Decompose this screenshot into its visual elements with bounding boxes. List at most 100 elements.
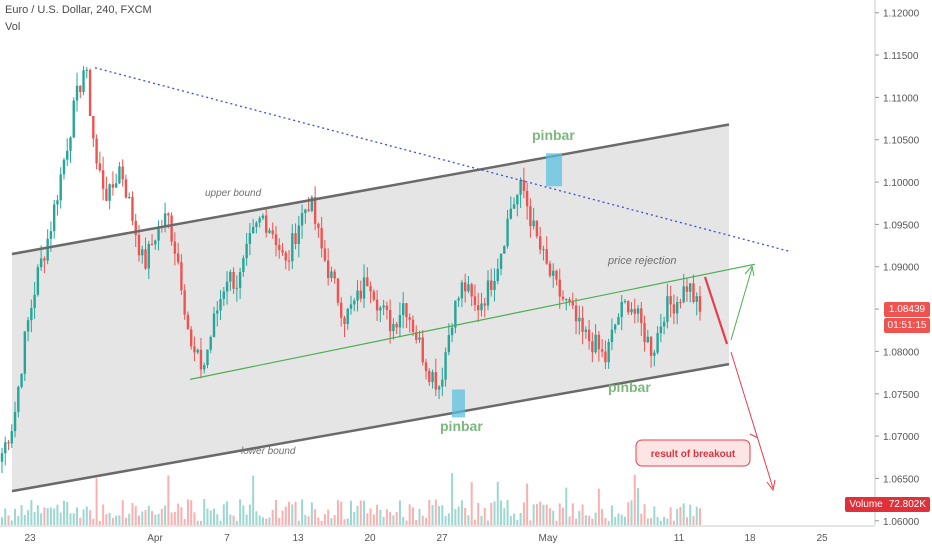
- volume-bar: [79, 517, 82, 525]
- volume-bar: [206, 508, 209, 525]
- volume-bar: [154, 514, 157, 525]
- volume-bar: [428, 499, 431, 525]
- candle-body: [666, 296, 669, 322]
- volume-bar: [457, 506, 460, 525]
- candle-body: [141, 249, 144, 256]
- volume-bar: [460, 500, 463, 525]
- time-tick-label: 25: [816, 533, 828, 544]
- volume-bar: [581, 504, 584, 525]
- volume-bar: [213, 508, 216, 525]
- candle-body: [180, 262, 183, 291]
- candle-body: [401, 303, 405, 316]
- candle-body: [59, 174, 62, 201]
- candle-body: [330, 271, 333, 278]
- candle-body: [229, 271, 232, 282]
- volume-bar: [571, 503, 574, 525]
- candle-body: [398, 315, 402, 328]
- candle-body: [382, 305, 385, 308]
- volume-bar: [111, 517, 114, 525]
- volume-bar: [40, 513, 43, 525]
- candle-body: [682, 286, 685, 303]
- candle-body: [209, 337, 212, 350]
- volume-bar: [350, 500, 352, 525]
- candle-body: [395, 324, 398, 328]
- price-tick-label: 1.11000: [883, 93, 919, 104]
- volume-bar: [659, 520, 662, 525]
- volume-bar: [434, 499, 437, 525]
- candle-body: [82, 70, 85, 92]
- volume-bar: [199, 520, 202, 525]
- volume-bar: [317, 517, 320, 525]
- projection-arrows: [703, 264, 776, 492]
- candle-body: [366, 277, 369, 287]
- candle-body: [512, 204, 516, 209]
- current-price-badge: 1.08439: [884, 302, 930, 317]
- candle-body: [568, 299, 571, 302]
- volume-bar: [232, 515, 235, 525]
- candle-body: [375, 299, 379, 311]
- candle-body: [486, 280, 490, 306]
- time-tick-label: 20: [364, 533, 376, 544]
- candle-body: [519, 180, 522, 195]
- volume-bar: [323, 514, 326, 525]
- candle-body: [291, 233, 294, 262]
- candle-body: [496, 268, 499, 282]
- candle-body: [105, 188, 108, 201]
- volume-bar: [115, 515, 118, 525]
- volume-bar: [584, 515, 587, 525]
- volume-bar: [578, 510, 581, 525]
- candle-body: [264, 215, 268, 233]
- volume-bar: [369, 508, 372, 525]
- volume-bar: [36, 505, 39, 525]
- candle-body: [75, 85, 79, 101]
- candle-body: [542, 249, 545, 251]
- candle-body: [529, 206, 532, 227]
- price-tick-label: 1.09500: [883, 220, 920, 231]
- candle-body: [379, 307, 382, 311]
- volume-bar: [398, 500, 401, 525]
- volume-bar: [692, 516, 695, 525]
- candle-body: [0, 453, 4, 462]
- volume-bar: [542, 504, 545, 525]
- candle-body: [150, 243, 154, 245]
- candle-body: [62, 159, 66, 175]
- time-axis: 23 Apr 7 13 20 27 May 11 18 25: [0, 525, 875, 550]
- volume-bar: [49, 507, 52, 525]
- candle-body: [203, 365, 206, 370]
- volume-bar: [682, 503, 685, 525]
- candle-body: [522, 180, 526, 191]
- candle-body: [49, 231, 53, 239]
- pinbar-highlights: [452, 153, 562, 418]
- candle-body: [457, 298, 460, 301]
- volume-bar: [562, 507, 565, 525]
- candle-body: [300, 213, 304, 226]
- volume-bar: [385, 509, 388, 525]
- candle-body: [39, 258, 43, 268]
- volume-bar: [23, 514, 26, 525]
- volume-bar: [17, 516, 20, 525]
- candle-body: [79, 85, 82, 92]
- candle-body: [131, 196, 134, 221]
- volume-bar: [623, 516, 626, 525]
- candle-body: [85, 69, 89, 71]
- volume-bar: [288, 501, 291, 525]
- volume-bar: [438, 506, 441, 525]
- candle-body: [574, 305, 578, 322]
- volume-bar: [552, 510, 555, 525]
- candle-body: [392, 324, 395, 332]
- volume-bar: [307, 516, 310, 525]
- candle-body: [320, 227, 323, 249]
- volume-bar: [356, 505, 359, 525]
- candle-body: [336, 278, 340, 303]
- volume-bar: [203, 499, 206, 525]
- candle-body: [473, 296, 477, 306]
- volume-bar: [147, 505, 150, 525]
- candle-body: [578, 317, 581, 322]
- time-tick-label: Apr: [147, 533, 163, 544]
- volume-bar: [340, 501, 343, 525]
- volume-bar: [679, 506, 682, 525]
- volume-bar: [157, 513, 160, 525]
- volume-bar: [330, 518, 333, 525]
- volume-bar: [261, 517, 264, 525]
